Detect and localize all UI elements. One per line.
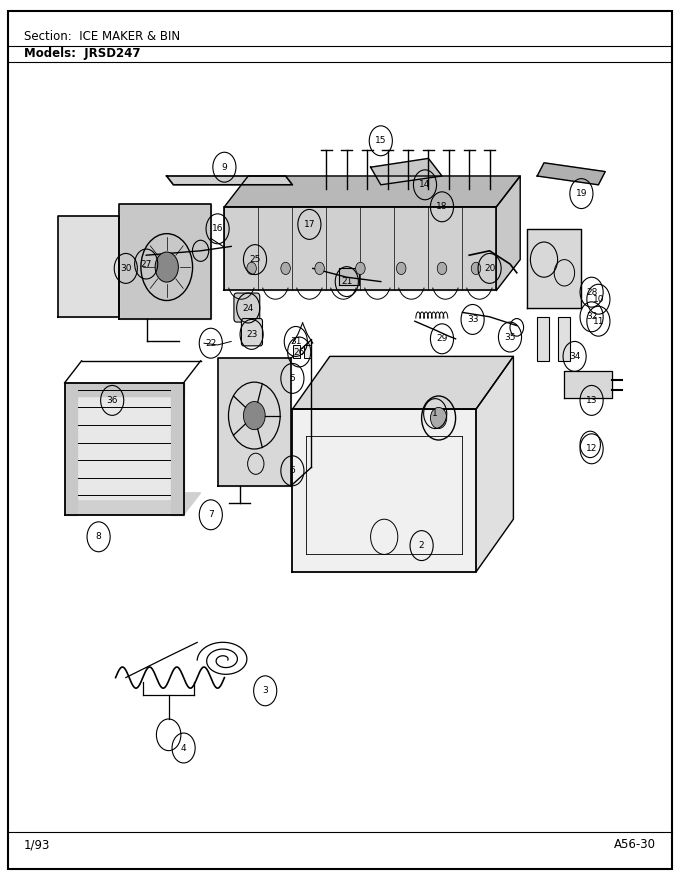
Text: 18: 18 (437, 202, 447, 211)
Polygon shape (65, 493, 201, 515)
Polygon shape (77, 396, 171, 499)
Text: 1/93: 1/93 (24, 839, 50, 851)
Circle shape (356, 262, 365, 275)
Polygon shape (65, 383, 184, 396)
Text: 26: 26 (294, 348, 305, 356)
Text: 24: 24 (243, 304, 254, 312)
Polygon shape (527, 229, 581, 308)
Circle shape (315, 262, 324, 275)
Text: Models:  JRSD247: Models: JRSD247 (24, 48, 140, 60)
Text: 23: 23 (246, 330, 257, 339)
Bar (304, 345, 311, 358)
Polygon shape (476, 356, 513, 572)
Text: 3: 3 (262, 686, 268, 695)
Circle shape (471, 262, 481, 275)
Circle shape (396, 262, 406, 275)
Circle shape (243, 401, 265, 429)
Circle shape (430, 407, 447, 429)
Text: 11: 11 (593, 317, 604, 326)
FancyBboxPatch shape (241, 319, 262, 346)
Text: 32: 32 (586, 312, 597, 321)
Text: 9: 9 (222, 163, 227, 172)
Polygon shape (339, 268, 359, 285)
Text: 10: 10 (593, 295, 604, 304)
Polygon shape (564, 371, 612, 398)
Polygon shape (496, 176, 520, 290)
Text: 19: 19 (576, 189, 587, 198)
Polygon shape (224, 176, 520, 207)
Polygon shape (224, 207, 496, 290)
Bar (537, 317, 549, 361)
Text: 31: 31 (290, 337, 301, 346)
Text: 8: 8 (96, 532, 101, 541)
Polygon shape (119, 204, 211, 319)
Circle shape (437, 262, 447, 275)
Text: 17: 17 (304, 220, 315, 229)
Polygon shape (65, 383, 77, 515)
Text: 22: 22 (205, 339, 216, 348)
Text: 13: 13 (586, 396, 597, 405)
Text: 29: 29 (437, 334, 447, 343)
Text: 1: 1 (432, 409, 438, 418)
Text: 34: 34 (569, 352, 580, 361)
Text: 7: 7 (208, 510, 214, 519)
Text: 21: 21 (341, 277, 352, 286)
Polygon shape (371, 158, 442, 185)
Text: 16: 16 (212, 224, 223, 233)
Text: 20: 20 (484, 264, 495, 273)
Text: 25: 25 (250, 255, 260, 264)
Circle shape (247, 262, 256, 275)
Bar (293, 345, 300, 358)
Text: 12: 12 (586, 444, 597, 453)
Text: 6: 6 (290, 466, 295, 475)
Text: 14: 14 (420, 180, 430, 189)
Polygon shape (171, 383, 184, 515)
Text: Section:  ICE MAKER & BIN: Section: ICE MAKER & BIN (24, 30, 180, 42)
Text: 36: 36 (107, 396, 118, 405)
Text: 33: 33 (467, 315, 478, 324)
Text: 2: 2 (419, 541, 424, 550)
Circle shape (281, 262, 290, 275)
Text: 4: 4 (181, 744, 186, 752)
Text: 30: 30 (120, 264, 131, 273)
Polygon shape (537, 163, 605, 185)
Polygon shape (58, 216, 119, 317)
FancyBboxPatch shape (234, 293, 260, 322)
Text: 28: 28 (586, 288, 597, 297)
Polygon shape (292, 409, 476, 572)
Bar (558, 317, 570, 361)
Text: 15: 15 (375, 136, 386, 145)
Polygon shape (167, 176, 292, 185)
Text: 35: 35 (505, 333, 515, 341)
Circle shape (155, 252, 178, 282)
Text: A56-30: A56-30 (614, 839, 656, 851)
Text: 5: 5 (290, 374, 295, 383)
Polygon shape (218, 358, 291, 486)
Text: 27: 27 (141, 260, 152, 268)
Polygon shape (292, 356, 513, 409)
